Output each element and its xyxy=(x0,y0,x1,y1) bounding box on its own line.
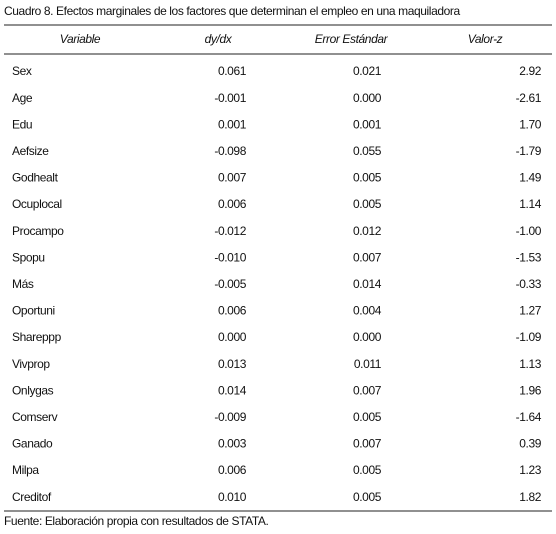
cell: -0.098 xyxy=(214,144,246,158)
cell: 0.021 xyxy=(353,64,382,78)
column-header: Error Estándar xyxy=(315,32,389,46)
cell: -1.79 xyxy=(516,144,542,158)
row-label: Onlygas xyxy=(12,383,54,397)
cell: 0.061 xyxy=(218,64,247,78)
cell: 2.92 xyxy=(519,64,541,78)
cell: -2.61 xyxy=(516,91,542,105)
cell: -0.010 xyxy=(214,250,246,264)
cell: 0.055 xyxy=(353,144,382,158)
row-label: Sex xyxy=(12,64,32,78)
row-label: Shareppp xyxy=(12,330,62,344)
row-label: Godhealt xyxy=(12,171,59,185)
row-label: Vivprop xyxy=(12,357,50,371)
row-label: Creditof xyxy=(12,490,52,504)
cell: 0.013 xyxy=(218,357,247,371)
cell: 0.006 xyxy=(218,463,247,477)
cell: 1.23 xyxy=(519,463,541,477)
cell: 1.82 xyxy=(519,490,541,504)
cell: -0.005 xyxy=(214,277,246,291)
cell: 0.010 xyxy=(218,490,247,504)
cell: 0.000 xyxy=(353,91,382,105)
row-label: Ganado xyxy=(12,437,53,451)
cell: 1.49 xyxy=(519,171,541,185)
cell: -0.001 xyxy=(214,91,246,105)
cell: -1.00 xyxy=(516,224,542,238)
cell: 0.011 xyxy=(354,357,382,371)
cell: 0.005 xyxy=(353,463,382,477)
row-label: Age xyxy=(12,91,33,105)
cell: 0.001 xyxy=(218,117,247,131)
cell: -1.09 xyxy=(516,330,542,344)
row-label: Más xyxy=(12,277,34,291)
cell: 0.005 xyxy=(353,410,382,424)
cell: 0.007 xyxy=(353,437,382,451)
cell: -1.53 xyxy=(516,250,542,264)
cell: -1.64 xyxy=(516,410,542,424)
cell: 0.005 xyxy=(353,490,382,504)
cell: 0.39 xyxy=(519,437,541,451)
row-label: Spopu xyxy=(12,250,45,264)
row-label: Edu xyxy=(12,117,32,131)
cell: 0.014 xyxy=(218,383,247,397)
row-label: Milpa xyxy=(12,463,39,477)
cell: 0.014 xyxy=(353,277,382,291)
cell: 0.005 xyxy=(353,197,382,211)
row-label: Ocuplocal xyxy=(12,197,62,211)
cell: 0.007 xyxy=(353,250,382,264)
cell: 0.001 xyxy=(353,117,382,131)
cell: -0.33 xyxy=(516,277,542,291)
row-label: Oportuni xyxy=(12,304,55,318)
cell: 0.003 xyxy=(218,437,247,451)
cell: 1.96 xyxy=(519,383,541,397)
cell: 0.007 xyxy=(353,383,382,397)
cell: 0.004 xyxy=(353,304,382,318)
row-label: Aefsize xyxy=(12,144,49,158)
cell: 0.000 xyxy=(218,330,247,344)
cell: 0.006 xyxy=(218,197,247,211)
cell: 1.13 xyxy=(519,357,541,371)
table-title: Cuadro 8. Efectos marginales de los fact… xyxy=(4,4,460,18)
cell: 0.006 xyxy=(218,304,247,318)
cell: -0.012 xyxy=(214,224,246,238)
column-header: dy/dx xyxy=(205,32,233,46)
column-header: Variable xyxy=(60,32,101,46)
cell: 0.007 xyxy=(218,171,247,185)
footnote: Fuente: Elaboración propia con resultado… xyxy=(4,514,268,528)
cell: 0.012 xyxy=(353,224,382,238)
cell: 0.005 xyxy=(353,171,382,185)
cell: 1.27 xyxy=(519,304,541,318)
cell: 1.14 xyxy=(519,197,541,211)
column-header: Valor-z xyxy=(468,32,503,46)
cell: -0.009 xyxy=(214,410,246,424)
cell: 1.70 xyxy=(519,117,541,131)
row-label: Comserv xyxy=(12,410,58,424)
cell: 0.000 xyxy=(353,330,382,344)
row-label: Procampo xyxy=(12,224,64,238)
